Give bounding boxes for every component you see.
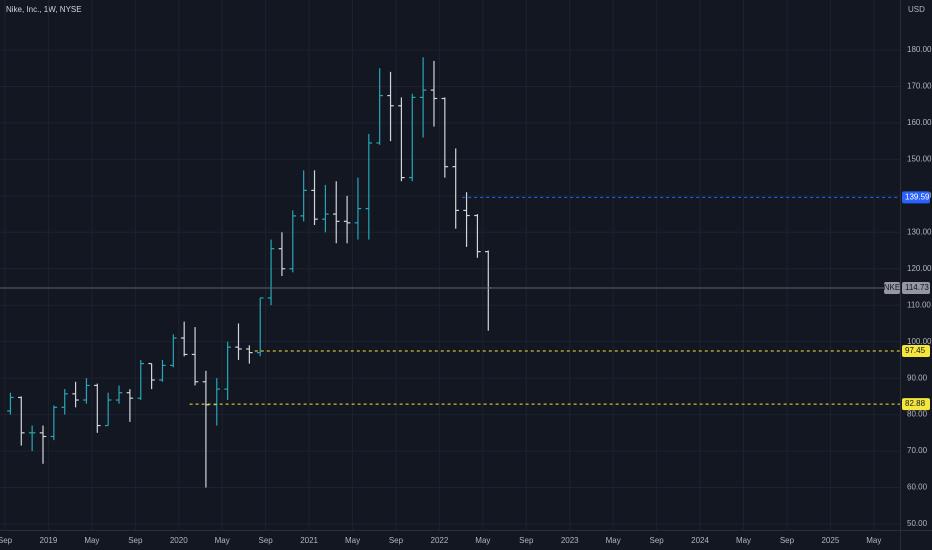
level-label: 97.45 [905, 346, 926, 355]
x-tick-label: May [736, 536, 751, 545]
y-tick-label: 50.00 [907, 519, 928, 528]
x-tick-label: 2021 [300, 536, 318, 545]
x-tick-label: Sep [519, 536, 534, 545]
chart-title: Nike, Inc., 1W, NYSE [6, 5, 82, 14]
y-tick-label: 100.00 [907, 337, 932, 346]
y-tick-label: 170.00 [907, 82, 932, 91]
y-tick-label: 110.00 [907, 300, 931, 309]
x-tick-label: May [475, 536, 490, 545]
currency-label: USD [908, 5, 925, 14]
level-tag [902, 398, 930, 411]
x-tick-label: May [84, 536, 99, 545]
y-tick-label: 90.00 [907, 373, 928, 382]
x-tick-label: 2020 [170, 536, 188, 545]
y-tick-label: 130.00 [907, 227, 932, 236]
x-tick-label: 2019 [40, 536, 58, 545]
x-tick-label: May [345, 536, 360, 545]
x-tick-label: Sep [780, 536, 795, 545]
level-label: 82.88 [905, 399, 926, 408]
level-tag [902, 344, 930, 357]
x-tick-label: Sep [0, 536, 13, 545]
x-tick-label: May [866, 536, 881, 545]
x-tick-label: Sep [389, 536, 404, 545]
y-tick-label: 150.00 [907, 154, 932, 163]
x-tick-label: 2024 [691, 536, 709, 545]
x-tick-label: Sep [650, 536, 665, 545]
last-price-tag [902, 281, 930, 294]
y-tick-label: 120.00 [907, 264, 932, 273]
level-label: 139.59 [905, 192, 930, 201]
level-tag [902, 191, 930, 204]
y-tick-label: 180.00 [907, 45, 932, 54]
x-tick-label: Sep [259, 536, 274, 545]
x-tick-label: 2022 [431, 536, 449, 545]
x-tick-label: 2023 [561, 536, 579, 545]
y-tick-label: 70.00 [907, 446, 928, 455]
symbol-label: NKE [884, 283, 900, 292]
x-tick-label: May [215, 536, 230, 545]
last-price-label: 114.73 [905, 283, 929, 292]
symbol-tag [884, 281, 900, 294]
x-tick-label: Sep [128, 536, 143, 545]
y-tick-label: 160.00 [907, 118, 932, 127]
x-tick-label: May [606, 536, 621, 545]
x-tick-label: 2025 [821, 536, 839, 545]
y-tick-label: 60.00 [907, 483, 928, 492]
y-tick-label: 80.00 [907, 410, 928, 419]
